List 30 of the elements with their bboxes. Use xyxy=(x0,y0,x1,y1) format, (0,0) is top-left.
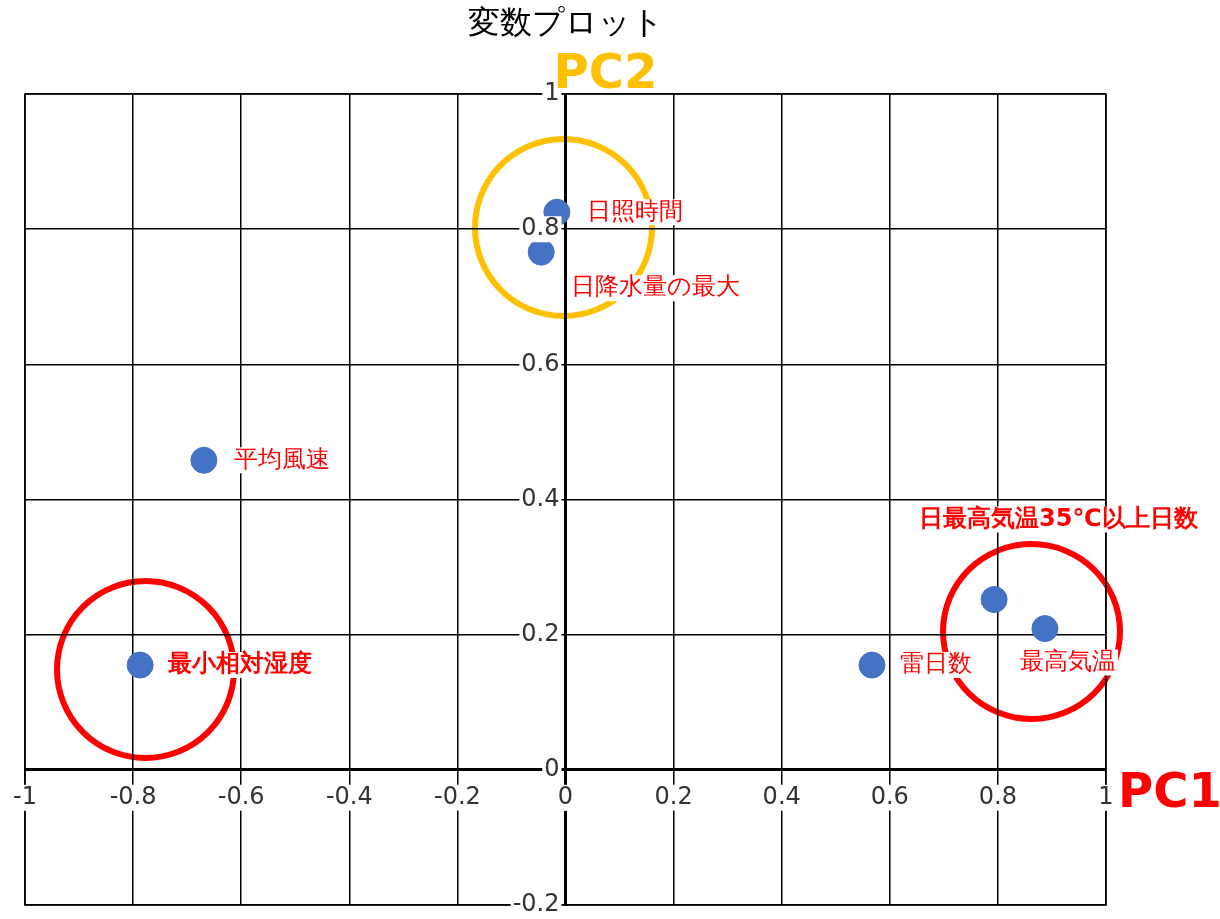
chart-title: 変数プロット xyxy=(467,3,664,42)
x-tick-label: 0.4 xyxy=(762,782,801,811)
y-tick-label: 0.6 xyxy=(521,348,560,377)
x-axis-title: PC1 xyxy=(1118,762,1220,819)
y-tick-label: 0.4 xyxy=(521,483,560,512)
annotation: 平均風速 xyxy=(233,444,330,473)
annotation: 最高気温 xyxy=(1019,646,1116,675)
x-tick-label: -0.4 xyxy=(325,782,373,811)
annotation: 日降水量の最大 xyxy=(571,272,741,301)
point xyxy=(980,586,1008,614)
x-tick-label: -0.6 xyxy=(217,782,265,811)
point xyxy=(126,651,154,679)
x-tick-label: 0.6 xyxy=(870,782,909,811)
x-tick-label: 1 xyxy=(1098,782,1114,811)
y-tick-label: 0.2 xyxy=(521,618,560,647)
y-tick-label: 0 xyxy=(544,754,560,783)
x-tick-label: 0.8 xyxy=(978,782,1017,811)
annotation: 最小相対湿度 xyxy=(167,649,313,678)
annotation: 日最高気温35℃以上日数 xyxy=(919,503,1199,532)
x-tick-label: -0.8 xyxy=(109,782,157,811)
point xyxy=(190,446,218,474)
point xyxy=(1031,615,1059,643)
x-tick-label: -0.2 xyxy=(433,782,481,811)
x-tick-label: -1 xyxy=(13,782,37,811)
annotation: 日照時間 xyxy=(586,196,683,225)
x-tick-label: 0.2 xyxy=(654,782,693,811)
point xyxy=(858,651,886,679)
y-tick-label: 0.8 xyxy=(521,213,560,242)
annotation: 雷日数 xyxy=(899,649,972,678)
y-tick-label: -0.2 xyxy=(512,889,560,918)
